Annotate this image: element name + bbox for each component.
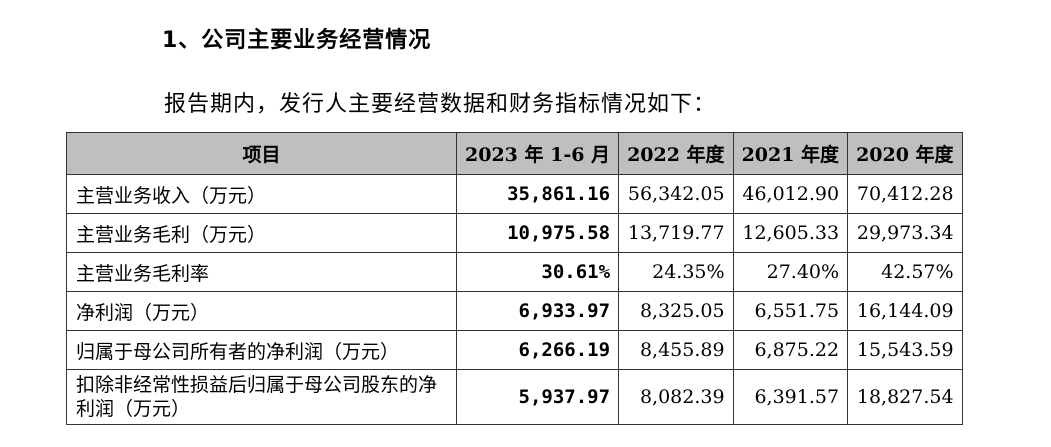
cell-2022: 24.35% [618, 252, 734, 292]
cell-2021: 27.40% [732, 252, 849, 292]
cell-2021: 6,875.22 [732, 330, 849, 370]
header-item: 项目 [66, 132, 457, 175]
cell-2023h1: 6,933.97 [455, 291, 620, 331]
cell-2023h1: 30.61% [455, 252, 620, 292]
header-2023h1: 2023 年 1-6 月 [455, 132, 620, 175]
row-label: 扣除非经常性损益后归属于母公司股东的净利润（万元） [66, 369, 457, 425]
table-header-row: 项目 2023 年 1-6 月 2022 年度 2021 年度 2020 年度 [66, 132, 963, 175]
cell-2022: 13,719.77 [618, 213, 734, 253]
header-2020: 2020 年度 [847, 132, 963, 175]
header-2021: 2021 年度 [732, 132, 849, 175]
section-heading: 1、公司主要业务经营情况 [162, 28, 432, 53]
cell-2022: 8,082.39 [618, 369, 734, 425]
cell-2020: 18,827.54 [847, 369, 963, 425]
cell-2020: 15,543.59 [847, 330, 963, 370]
row-label: 归属于母公司所有者的净利润（万元） [66, 330, 457, 370]
row-label: 主营业务毛利（万元） [66, 213, 457, 253]
cell-2023h1: 35,861.16 [455, 174, 620, 214]
cell-2023h1: 6,266.19 [455, 330, 620, 370]
header-2022: 2022 年度 [618, 132, 734, 175]
cell-2022: 8,325.05 [618, 291, 734, 331]
cell-2020: 29,973.34 [847, 213, 963, 253]
table-row: 归属于母公司所有者的净利润（万元） 6,266.19 8,455.89 6,87… [66, 330, 963, 370]
cell-2021: 6,551.75 [732, 291, 849, 331]
table-row: 扣除非经常性损益后归属于母公司股东的净利润（万元） 5,937.97 8,082… [66, 369, 963, 425]
table-row: 主营业务收入（万元） 35,861.16 56,342.05 46,012.90… [66, 174, 963, 214]
intro-paragraph: 报告期内，发行人主要经营数据和财务指标情况如下： [164, 92, 717, 117]
cell-2021: 6,391.57 [732, 369, 849, 425]
row-label: 主营业务毛利率 [66, 252, 457, 292]
table-row: 主营业务毛利（万元） 10,975.58 13,719.77 12,605.33… [66, 213, 963, 253]
cell-2023h1: 5,937.97 [455, 369, 620, 425]
row-label: 净利润（万元） [66, 291, 457, 331]
cell-2022: 56,342.05 [618, 174, 734, 214]
cell-2020: 70,412.28 [847, 174, 963, 214]
cell-2023h1: 10,975.58 [455, 213, 620, 253]
table-row: 主营业务毛利率 30.61% 24.35% 27.40% 42.57% [66, 252, 963, 292]
cell-2021: 12,605.33 [732, 213, 849, 253]
cell-2020: 16,144.09 [847, 291, 963, 331]
financial-indicators-table: 项目 2023 年 1-6 月 2022 年度 2021 年度 2020 年度 … [66, 132, 963, 425]
row-label: 主营业务收入（万元） [66, 174, 457, 214]
table-row: 净利润（万元） 6,933.97 8,325.05 6,551.75 16,14… [66, 291, 963, 331]
cell-2021: 46,012.90 [732, 174, 849, 214]
cell-2020: 42.57% [847, 252, 963, 292]
cell-2022: 8,455.89 [618, 330, 734, 370]
